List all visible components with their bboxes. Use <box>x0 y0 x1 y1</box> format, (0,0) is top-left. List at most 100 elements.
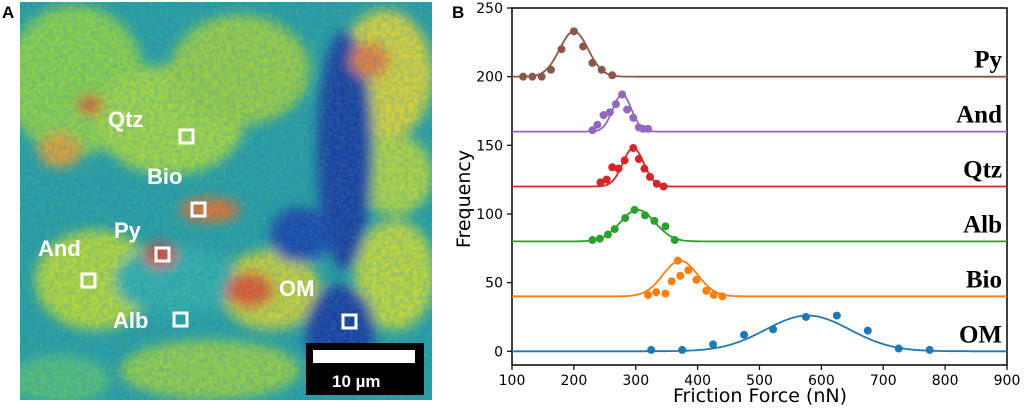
data-point-om <box>769 325 778 334</box>
series-label-om: OM <box>959 321 1002 348</box>
map-warm-noise <box>20 2 432 400</box>
data-point-and <box>629 113 638 122</box>
data-point-qtz <box>652 179 661 188</box>
data-point-py <box>597 65 606 74</box>
y-tick-label: 200 <box>476 70 503 86</box>
y-tick-label: 250 <box>476 1 503 17</box>
x-tick-label: 800 <box>932 373 959 389</box>
data-point-and <box>618 90 627 99</box>
panel-b-letter: B <box>452 3 464 22</box>
data-point-py <box>519 72 528 81</box>
marker-bio <box>190 201 207 218</box>
data-point-alb <box>630 205 639 214</box>
x-tick-label: 400 <box>684 373 711 389</box>
series-line-om <box>512 314 1007 353</box>
data-point-alb <box>603 230 612 239</box>
marker-alb <box>172 311 189 328</box>
data-point-bio <box>709 290 718 299</box>
data-point-qtz <box>614 164 623 173</box>
series-label-py: Py <box>974 47 1002 74</box>
data-point-qtz <box>629 144 638 153</box>
marker-py <box>154 246 171 263</box>
scale-bar-line <box>313 350 415 363</box>
map-regions <box>20 5 432 400</box>
data-point-qtz <box>608 163 617 172</box>
data-point-om <box>647 345 656 354</box>
x-tick-label: 700 <box>870 373 897 389</box>
data-point-and <box>644 124 653 133</box>
data-point-om <box>894 344 903 353</box>
marker-om <box>341 313 358 330</box>
x-tick-label: 300 <box>622 373 649 389</box>
data-point-alb <box>595 234 604 243</box>
friction-map <box>20 2 432 400</box>
x-tick-label: 200 <box>561 373 588 389</box>
data-point-alb <box>661 222 670 231</box>
data-point-and <box>611 100 620 109</box>
data-point-alb <box>641 211 650 220</box>
data-point-and <box>623 105 632 114</box>
data-point-bio <box>702 286 711 295</box>
y-axis-title: Frequency <box>453 150 475 248</box>
data-point-alb <box>670 236 679 245</box>
data-point-py <box>579 42 588 51</box>
data-point-py <box>608 71 617 80</box>
data-point-bio <box>667 277 676 286</box>
x-tick-label: 100 <box>499 373 526 389</box>
data-point-bio <box>652 288 661 297</box>
data-point-om <box>740 330 749 339</box>
data-point-qtz <box>634 155 643 164</box>
data-point-om <box>709 340 718 349</box>
data-point-and <box>599 111 608 120</box>
data-point-py <box>557 45 566 54</box>
series-line-qtz <box>512 147 1007 188</box>
data-point-alb <box>621 214 630 223</box>
y-tick-label: 50 <box>485 276 503 292</box>
label-qtz: Qtz <box>108 107 143 132</box>
label-py: Py <box>114 218 142 243</box>
y-tick-label: 100 <box>476 207 503 223</box>
data-point-alb <box>650 216 659 225</box>
series-label-bio: Bio <box>966 266 1002 293</box>
label-alb: Alb <box>113 308 148 333</box>
y-tick-label: 0 <box>494 344 503 360</box>
data-point-bio <box>676 271 685 280</box>
data-point-alb <box>610 225 619 234</box>
x-axis-title: Friction Force (nN) <box>673 385 847 407</box>
x-tick-label: 900 <box>994 373 1021 389</box>
series-label-and: And <box>956 102 1002 129</box>
data-point-om <box>801 312 810 321</box>
data-point-and <box>593 120 602 129</box>
data-point-om <box>863 326 872 335</box>
data-point-and <box>605 108 614 117</box>
data-point-bio <box>684 266 693 275</box>
data-point-om <box>678 345 687 354</box>
label-om: OM <box>279 276 314 301</box>
data-point-py <box>537 72 546 81</box>
data-point-qtz <box>620 156 629 165</box>
data-point-qtz <box>602 175 611 184</box>
data-point-qtz <box>659 182 668 191</box>
data-point-bio <box>718 292 727 301</box>
panel-a-letter: A <box>2 3 14 22</box>
series-line-bio <box>512 259 1007 298</box>
scale-bar-text: 10 µm <box>332 372 381 391</box>
data-point-bio <box>673 256 682 265</box>
series-label-alb: Alb <box>963 211 1002 238</box>
y-tick-label: 150 <box>476 138 503 154</box>
marker-and <box>80 272 97 289</box>
label-and: And <box>38 236 81 261</box>
chart-plot: 100 200 300 400 500 600 700 800 900 0 50 100 150 200 2… <box>476 1 1020 389</box>
data-point-py <box>528 72 537 81</box>
data-point-qtz <box>596 178 605 187</box>
data-point-and <box>588 126 597 135</box>
data-point-om <box>832 311 841 320</box>
x-tick-label: 600 <box>808 373 835 389</box>
data-point-qtz <box>640 164 649 173</box>
marker-qtz <box>178 128 195 145</box>
data-point-bio <box>644 290 653 299</box>
data-point-py <box>588 58 597 67</box>
label-bio: Bio <box>147 164 182 189</box>
series-line-and <box>512 93 1007 133</box>
